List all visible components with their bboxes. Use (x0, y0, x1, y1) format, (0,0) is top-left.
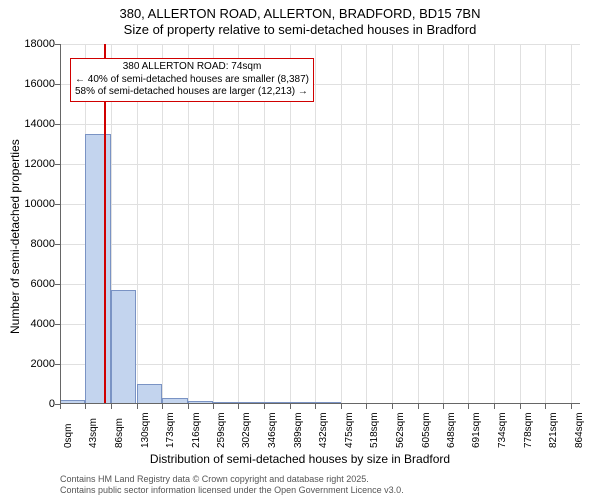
x-tick-label: 346sqm (267, 412, 278, 448)
annotation-line2: ← 40% of semi-detached houses are smalle… (75, 74, 309, 87)
grid-line-h (60, 244, 580, 245)
grid-line-v (494, 44, 495, 404)
x-tick-label: 864sqm (574, 412, 585, 448)
x-tick-mark (315, 404, 316, 409)
y-tick-label: 0 (5, 398, 55, 410)
x-tick-mark (238, 404, 239, 409)
x-tick-label: 734sqm (497, 412, 508, 448)
y-tick-mark (55, 364, 60, 365)
x-tick-mark (188, 404, 189, 409)
footer-line1: Contains HM Land Registry data © Crown c… (60, 474, 404, 485)
x-tick-mark (85, 404, 86, 409)
annotation-callout: 380 ALLERTON ROAD: 74sqm ← 40% of semi-d… (70, 58, 314, 102)
y-tick-mark (55, 84, 60, 85)
y-axis-line (60, 44, 61, 404)
grid-line-v (341, 44, 342, 404)
x-tick-label: 518sqm (369, 412, 380, 448)
x-tick-mark (571, 404, 572, 409)
grid-line-h (60, 324, 580, 325)
x-tick-label: 173sqm (165, 412, 176, 448)
x-tick-mark (545, 404, 546, 409)
x-tick-label: 302sqm (241, 412, 252, 448)
x-tick-mark (213, 404, 214, 409)
grid-line-v (520, 44, 521, 404)
x-tick-label: 648sqm (446, 412, 457, 448)
grid-line-h (60, 124, 580, 125)
x-tick-label: 259sqm (216, 412, 227, 448)
y-tick-mark (55, 124, 60, 125)
y-tick-mark (55, 44, 60, 45)
chart-title-line2: Size of property relative to semi-detach… (0, 22, 600, 37)
x-tick-mark (290, 404, 291, 409)
x-tick-label: 691sqm (471, 412, 482, 448)
footer-attribution: Contains HM Land Registry data © Crown c… (60, 474, 404, 496)
grid-line-h (60, 284, 580, 285)
x-tick-mark (392, 404, 393, 409)
x-tick-label: 43sqm (88, 418, 99, 448)
histogram-bar (137, 384, 162, 404)
grid-line-v (443, 44, 444, 404)
x-tick-mark (366, 404, 367, 409)
x-tick-label: 562sqm (395, 412, 406, 448)
annotation-line1: 380 ALLERTON ROAD: 74sqm (75, 61, 309, 74)
grid-line-v (545, 44, 546, 404)
footer-line2: Contains public sector information licen… (60, 485, 404, 496)
histogram-bar (85, 134, 110, 404)
y-axis-title: Number of semi-detached properties (8, 139, 22, 334)
x-tick-label: 0sqm (63, 424, 74, 448)
x-tick-label: 130sqm (140, 412, 151, 448)
y-tick-mark (55, 204, 60, 205)
grid-line-v (315, 44, 316, 404)
grid-line-h (60, 204, 580, 205)
y-tick-mark (55, 164, 60, 165)
x-tick-mark (162, 404, 163, 409)
x-axis-title: Distribution of semi-detached houses by … (0, 452, 600, 466)
grid-line-h (60, 44, 580, 45)
histogram-bar (111, 290, 136, 404)
x-tick-label: 389sqm (293, 412, 304, 448)
grid-line-h (60, 164, 580, 165)
x-tick-mark (264, 404, 265, 409)
x-tick-label: 821sqm (548, 412, 559, 448)
x-tick-mark (494, 404, 495, 409)
grid-line-v (468, 44, 469, 404)
x-axis-line (60, 403, 580, 404)
x-tick-mark (60, 404, 61, 409)
chart-title-line1: 380, ALLERTON ROAD, ALLERTON, BRADFORD, … (0, 6, 600, 21)
x-tick-mark (341, 404, 342, 409)
grid-line-v (418, 44, 419, 404)
property-size-histogram: 380, ALLERTON ROAD, ALLERTON, BRADFORD, … (0, 0, 600, 500)
annotation-line3: 58% of semi-detached houses are larger (… (75, 86, 309, 99)
y-tick-label: 18000 (5, 38, 55, 50)
x-tick-label: 432sqm (318, 412, 329, 448)
grid-line-v (571, 44, 572, 404)
x-tick-label: 216sqm (191, 412, 202, 448)
y-tick-mark (55, 284, 60, 285)
x-tick-label: 605sqm (421, 412, 432, 448)
grid-line-v (392, 44, 393, 404)
y-tick-label: 16000 (5, 78, 55, 90)
x-tick-mark (418, 404, 419, 409)
y-tick-mark (55, 244, 60, 245)
grid-line-v (366, 44, 367, 404)
x-tick-label: 475sqm (344, 412, 355, 448)
y-tick-label: 14000 (5, 118, 55, 130)
y-tick-label: 2000 (5, 358, 55, 370)
x-tick-label: 86sqm (114, 418, 125, 448)
x-tick-mark (137, 404, 138, 409)
grid-line-h (60, 364, 580, 365)
x-tick-label: 778sqm (523, 412, 534, 448)
x-tick-mark (520, 404, 521, 409)
x-tick-mark (111, 404, 112, 409)
x-tick-mark (443, 404, 444, 409)
x-tick-mark (468, 404, 469, 409)
y-tick-mark (55, 324, 60, 325)
